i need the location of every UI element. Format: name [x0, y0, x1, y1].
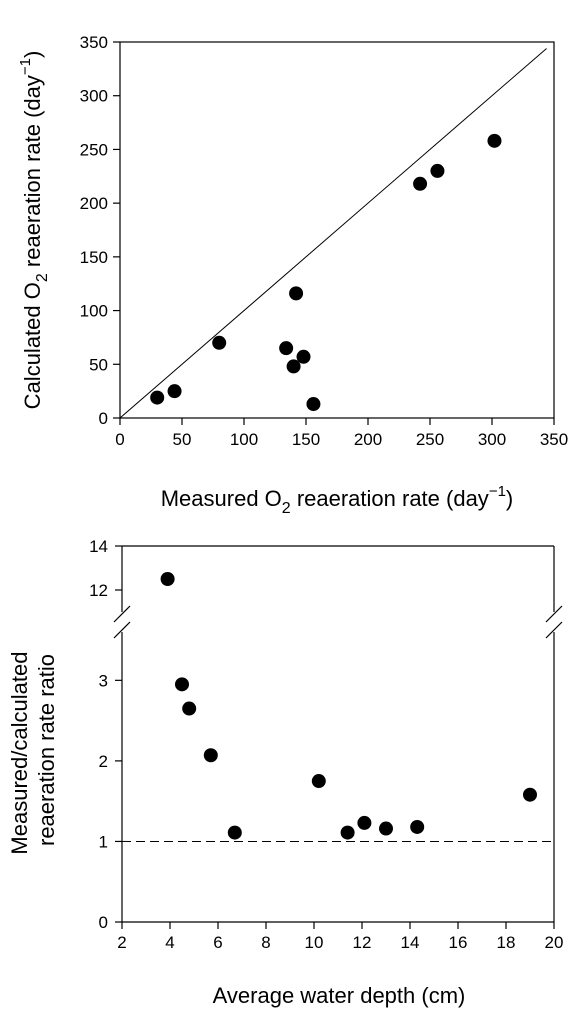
top-y-tick-label: 250	[80, 140, 108, 159]
top-data-point	[150, 390, 165, 405]
bottom-x-tick-label: 12	[353, 933, 372, 952]
top-y-tick-label: 200	[80, 194, 108, 213]
top-data-point	[306, 397, 321, 412]
top-x-tick-label: 350	[540, 430, 568, 449]
top-data-point	[430, 163, 445, 178]
bottom-x-axis-label: Average water depth (cm)	[213, 983, 466, 1008]
top-x-tick-label: 0	[115, 430, 124, 449]
bottom-data-point	[357, 815, 372, 830]
bottom-data-point	[523, 787, 537, 802]
top-data-point	[289, 286, 304, 301]
bottom-data-point	[311, 774, 326, 789]
top-y-tick-label: 0	[99, 409, 108, 428]
bottom-x-tick-label: 16	[449, 933, 468, 952]
bottom-y-tick-label: 3	[99, 671, 108, 690]
bottom-data-point	[175, 677, 189, 692]
top-data-point	[167, 384, 182, 399]
top-data-point	[286, 359, 301, 374]
bottom-y-axis-label-line-1: Measured/calculated	[7, 652, 32, 855]
bottom-x-tick-label: 18	[497, 933, 516, 952]
bottom-data-point	[340, 825, 355, 840]
bottom-data-point	[182, 701, 197, 716]
top-x-tick-label: 250	[416, 430, 444, 449]
bottom-data-point	[410, 819, 425, 834]
top-data-points	[150, 133, 502, 412]
top-data-point	[279, 341, 294, 356]
bottom-x-tick-label: 6	[213, 933, 222, 952]
top-y-axis-label: Calculated O2 reaeration rate (day−1)	[17, 51, 51, 410]
bottom-y-tick-label: 1	[99, 832, 108, 851]
bottom-y-tick-label: 14	[89, 537, 108, 556]
axis-break-mark	[113, 605, 131, 623]
bottom-data-points	[160, 572, 537, 840]
top-x-tick-label: 200	[354, 430, 382, 449]
top-plot-frame	[119, 41, 555, 419]
top-data-point	[413, 176, 428, 191]
top-y-tick-label: 100	[80, 302, 108, 321]
bottom-x-tick-label: 20	[545, 933, 564, 952]
bottom-x-ticks: 2 4 6 8 10 12 14 16 18 20	[117, 922, 563, 952]
bottom-y-axis-label-line-2: reaeration rate ratio	[34, 654, 59, 846]
bottom-x-tick-label: 10	[305, 933, 324, 952]
bottom-x-tick-label: 2	[117, 933, 126, 952]
axis-break-mark	[113, 621, 131, 639]
top-y-tick-label: 150	[80, 248, 108, 267]
bottom-y-axis-label: Measured/calculated reaeration rate rati…	[7, 645, 59, 854]
bottom-y-tick-label: 0	[99, 913, 108, 932]
bottom-data-point	[227, 825, 242, 840]
top-y-tick-label: 300	[80, 87, 108, 106]
top-x-axis-label: Measured O2 reaeration rate (day−1)	[161, 483, 514, 517]
bottom-data-point	[379, 821, 393, 836]
bottom-x-tick-label: 14	[401, 933, 420, 952]
top-x-tick-label: 300	[478, 430, 506, 449]
bottom-y-tick-label: 2	[99, 752, 108, 771]
bottom-y-tick-label: 12	[89, 581, 108, 600]
top-x-tick-label: 50	[173, 430, 192, 449]
top-x-ticks: 0 50 100 150 200 250 300 350	[115, 418, 568, 449]
top-scatter-chart: 0 50 100 150 200 250 300 350 0 50 100 150 200 250 300…	[17, 33, 568, 517]
bottom-data-point	[160, 572, 175, 586]
axis-break-mark	[545, 605, 563, 623]
top-y-ticks: 0 50 100 150 200 250 300 350	[80, 33, 120, 428]
top-x-tick-label: 150	[292, 430, 320, 449]
axis-break-mark	[545, 621, 563, 639]
bottom-x-tick-label: 8	[261, 933, 270, 952]
top-y-tick-label: 350	[80, 33, 108, 52]
top-data-point	[296, 349, 311, 364]
bottom-data-point	[203, 748, 218, 763]
bottom-x-tick-label: 4	[165, 933, 174, 952]
top-data-point	[487, 133, 502, 148]
one-to-one-line	[119, 48, 547, 419]
top-y-tick-label: 50	[89, 355, 108, 374]
bottom-plot-frame	[113, 545, 563, 923]
top-data-point	[212, 335, 227, 350]
top-x-tick-label: 100	[230, 430, 258, 449]
